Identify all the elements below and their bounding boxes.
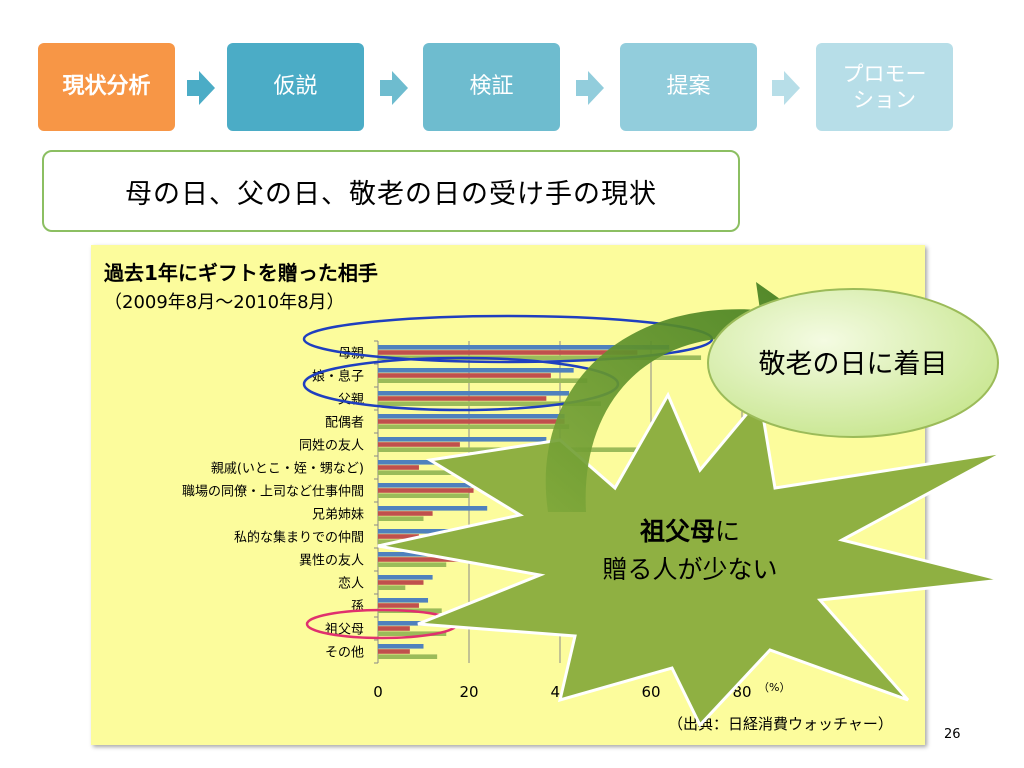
chart-panel bbox=[91, 245, 925, 745]
arrow-right-icon bbox=[187, 71, 215, 105]
step-promotion: プロモー ション bbox=[816, 43, 953, 131]
step-label: 現状分析 bbox=[62, 74, 151, 100]
step-label: 仮説 bbox=[273, 74, 318, 100]
step-label-line1: プロモー bbox=[842, 61, 927, 86]
chart-subtitle: （2009年8月～2010年8月） bbox=[104, 292, 345, 313]
heading-box: 母の日、父の日、敬老の日の受け手の現状 bbox=[42, 150, 740, 232]
page-number: 26 bbox=[944, 727, 961, 742]
source-note: （出典：日経消費ウォッチャー） bbox=[668, 715, 893, 733]
arrow-right-icon bbox=[576, 71, 604, 105]
step-label: 検証 bbox=[469, 74, 514, 100]
arrow-right-icon bbox=[772, 71, 800, 105]
step-genjo-bunseki: 現状分析 bbox=[38, 43, 175, 131]
chart-title: 過去1年にギフトを贈った相手 bbox=[104, 261, 378, 285]
step-label: 提案 bbox=[666, 74, 711, 100]
step-teian: 提案 bbox=[620, 43, 757, 131]
arrow-right-icon bbox=[380, 71, 408, 105]
step-label-line2: ション bbox=[853, 88, 916, 112]
step-kensho: 検証 bbox=[423, 43, 560, 131]
heading-text: 母の日、父の日、敬老の日の受け手の現状 bbox=[125, 178, 657, 210]
step-kasetsu: 仮説 bbox=[227, 43, 364, 131]
